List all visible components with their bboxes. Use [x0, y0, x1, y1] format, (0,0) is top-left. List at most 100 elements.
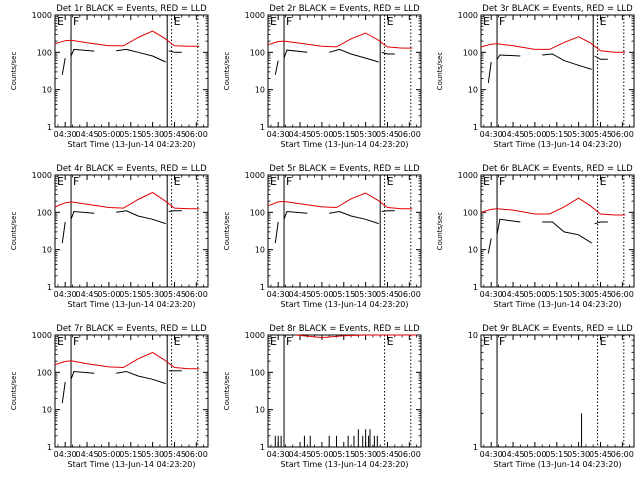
chart-panel-det-6: Det 6r BLACK = Events, RED = LLD 1 10 100 10…: [436, 164, 635, 309]
y-tick-label: 1: [47, 443, 52, 452]
y-tick-label: 10: [468, 246, 478, 255]
y-tick-label: 100: [463, 208, 478, 217]
marker-annotation: F: [73, 175, 79, 188]
x-tick-label: 06:00: [398, 130, 421, 139]
events-series-line: [70, 370, 95, 380]
y-axis-label: Counts/sec: [10, 212, 18, 251]
plot-frame: [480, 174, 635, 288]
x-tick-label: 04:45: [289, 450, 312, 459]
x-axis-label: Start Time (13-Jun-14 04:23:20): [494, 140, 622, 149]
events-series-line: [594, 55, 608, 60]
y-tick-label: 10: [42, 406, 52, 415]
x-tick-label: 04:30: [267, 290, 290, 299]
chart-title: Det 9r BLACK = Events, RED = LLD: [482, 324, 633, 334]
x-tick-label: 04:30: [267, 130, 290, 139]
x-axis-label: Start Time (13-Jun-14 04:23:20): [68, 140, 196, 149]
chart-title: Det 3r BLACK = Events, RED = LLD: [482, 4, 633, 14]
y-tick-label: 10: [255, 246, 265, 255]
x-tick-label: 04:45: [76, 450, 99, 459]
events-series-line: [381, 51, 395, 55]
events-series-line: [496, 54, 521, 60]
y-tick-label: 1000: [32, 11, 52, 20]
events-series-line: [594, 221, 608, 225]
events-series-line: [329, 48, 379, 63]
y-tick-label: 10: [42, 246, 52, 255]
x-tick-label: 06:00: [185, 130, 208, 139]
x-axis-label: Start Time (13-Jun-14 04:23:20): [68, 460, 196, 469]
x-tick-label: 06:00: [185, 290, 208, 299]
chart-title: Det 5r BLACK = Events, RED = LLD: [269, 164, 420, 174]
x-tick-label: 04:45: [289, 290, 312, 299]
x-tick-label: 05:15: [332, 130, 355, 139]
chart-panel-det-2: Det 2r BLACK = Events, RED = LLD 1 10 100 10…: [223, 4, 422, 149]
marker-annotation: F: [499, 335, 505, 348]
marker-annotation: F: [286, 335, 292, 348]
events-series-line: [116, 48, 166, 63]
marker-annotation: E: [387, 175, 394, 188]
y-tick-label: 1000: [245, 11, 265, 20]
marker-annotation: E: [174, 175, 181, 188]
marker-annotation: F: [499, 175, 505, 188]
events-series-line: [329, 210, 379, 225]
x-tick-label: 05:00: [97, 130, 120, 139]
y-tick-label: 10: [468, 331, 478, 340]
y-tick-label: 10: [255, 86, 265, 95]
x-tick-label: 05:45: [589, 130, 612, 139]
events-series-line: [487, 61, 492, 84]
x-tick-label: 06:00: [185, 450, 208, 459]
x-tick-label: 05:30: [567, 290, 590, 299]
x-tick-label: 05:15: [119, 130, 142, 139]
y-tick-label: 1000: [245, 331, 265, 340]
x-tick-label: 05:15: [119, 290, 142, 299]
y-tick-label: 10: [468, 86, 478, 95]
y-tick-label: 100: [37, 208, 52, 217]
marker-annotation: E: [174, 335, 181, 348]
x-tick-label: 05:30: [354, 130, 377, 139]
x-tick-label: 05:30: [567, 450, 590, 459]
plot-frame: [480, 14, 635, 128]
marker-annotation: F: [499, 15, 505, 28]
events-series-line: [487, 238, 492, 254]
y-tick-label: 100: [250, 48, 265, 57]
x-tick-label: 05:00: [310, 290, 333, 299]
y-tick-label: 100: [463, 48, 478, 57]
x-tick-label: 05:45: [163, 450, 186, 459]
x-axis-label: Start Time (13-Jun-14 04:23:20): [494, 300, 622, 309]
x-tick-label: 05:00: [523, 130, 546, 139]
events-series-line: [116, 370, 166, 385]
chart-title: Det 6r BLACK = Events, RED = LLD: [482, 164, 633, 174]
marker-annotation: E: [387, 335, 394, 348]
marker-annotation: F: [286, 175, 292, 188]
x-tick-label: 05:00: [97, 450, 120, 459]
y-tick-label: 1: [47, 123, 52, 132]
y-axis-label: Counts/sec: [223, 52, 231, 91]
x-tick-label: 05:30: [567, 130, 590, 139]
marker-annotation: E: [483, 175, 490, 188]
lld-series-line: [267, 192, 413, 210]
plot-frame: [54, 174, 209, 288]
x-tick-label: 04:30: [54, 130, 77, 139]
chart-title: Det 8r BLACK = Events, RED = LLD: [269, 324, 420, 334]
x-tick-label: 05:15: [332, 450, 355, 459]
marker-annotation: E: [483, 15, 490, 28]
marker-annotation: E: [600, 175, 607, 188]
y-tick-label: 1: [260, 283, 265, 292]
marker-annotation: E: [174, 15, 181, 28]
y-tick-label: 1000: [245, 171, 265, 180]
x-tick-label: 05:30: [141, 450, 164, 459]
events-series-line: [283, 210, 308, 220]
events-series-line: [381, 210, 395, 212]
events-series-line: [70, 210, 95, 220]
y-tick-label: 10: [42, 86, 52, 95]
events-series-line: [116, 210, 166, 225]
x-tick-label: 06:00: [398, 450, 421, 459]
marker-annotation: E: [57, 175, 64, 188]
y-tick-label: 10: [255, 406, 265, 415]
chart-title: Det 1r BLACK = Events, RED = LLD: [56, 4, 207, 14]
lld-series-line: [267, 32, 413, 49]
y-tick-label: 1: [473, 443, 478, 452]
x-tick-label: 05:45: [376, 450, 399, 459]
x-tick-label: 06:00: [398, 290, 421, 299]
chart-title: Det 4r BLACK = Events, RED = LLD: [56, 164, 207, 174]
marker-annotation: E: [57, 15, 64, 28]
